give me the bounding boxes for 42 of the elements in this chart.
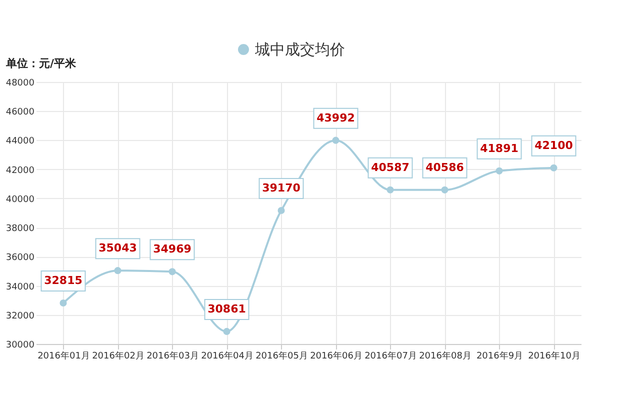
y-tick-label: 48000 (6, 78, 35, 88)
point (114, 267, 122, 274)
point (550, 164, 558, 172)
point (60, 299, 67, 307)
point (496, 167, 503, 174)
y-tick-label: 32000 (6, 311, 35, 322)
point (278, 206, 285, 214)
data-label: 39170 (262, 182, 301, 195)
data-label: 40586 (426, 160, 464, 174)
legend-label: 城中成交均价 (254, 40, 345, 58)
data-label: 41891 (480, 142, 518, 155)
point (168, 268, 176, 276)
x-tick-label: 2016年05月 (256, 350, 308, 362)
point (441, 186, 448, 194)
x-tick-label: 2016年02月 (92, 350, 144, 362)
y-tick-label: 38000 (6, 224, 35, 234)
y-tick-label: 40000 (6, 194, 35, 205)
data-label: 43992 (316, 111, 355, 124)
data-label: 30861 (208, 302, 246, 316)
data-label: 34969 (153, 242, 192, 256)
y-tick-label: 42000 (6, 166, 35, 176)
y-tick-label: 46000 (6, 108, 35, 118)
data-label: 32815 (44, 274, 82, 288)
x-tick-label: 2016年10月 (528, 350, 580, 362)
point (223, 328, 230, 335)
y-tick-label: 34000 (6, 282, 35, 292)
data-label: 42100 (534, 138, 574, 152)
y-tick-label: 36000 (6, 253, 35, 264)
x-tick-label: 2016年9月 (476, 350, 524, 362)
data-label: 40587 (371, 160, 410, 174)
x-tick-label: 2016年08月 (419, 350, 472, 362)
x-tick-label: 2016年07月 (364, 350, 417, 362)
y-tick-label: 44000 (6, 136, 35, 147)
x-tick-label: 2016年06月 (310, 350, 362, 362)
x-tick-label: 2016年04月 (201, 350, 254, 362)
data-label: 35043 (98, 242, 137, 255)
x-tick-label: 2016年03月 (146, 350, 199, 362)
point (332, 136, 340, 144)
y-tick-label: 30000 (6, 340, 35, 350)
point (386, 186, 394, 194)
x-tick-label: 2016年01月 (38, 350, 90, 362)
text: 单位：元/平米 (5, 57, 78, 70)
